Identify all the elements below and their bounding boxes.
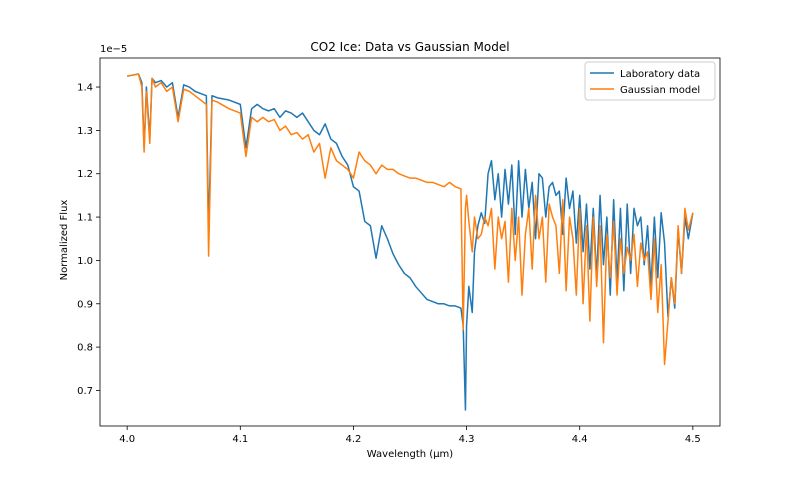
y-tick-label: 1.2 bbox=[77, 169, 93, 180]
x-tick-label: 4.0 bbox=[119, 434, 135, 445]
y-tick-label: 0.9 bbox=[77, 299, 93, 310]
x-tick-label: 4.4 bbox=[572, 434, 588, 445]
plot-area bbox=[99, 57, 721, 427]
x-tick-label: 4.2 bbox=[345, 434, 361, 445]
y-tick-label: 1.3 bbox=[77, 126, 93, 137]
y-tick-label: 1.0 bbox=[77, 256, 93, 267]
y-tick-label: 0.8 bbox=[77, 343, 93, 354]
legend-label-laboratory-data: Laboratory data bbox=[620, 69, 700, 80]
y-tick-label: 1.4 bbox=[77, 83, 93, 94]
x-axis-label: Wavelength (μm) bbox=[367, 449, 454, 460]
y-axis-label: Normalized Flux bbox=[59, 200, 70, 281]
legend-label-gaussian-model: Gaussian model bbox=[620, 85, 700, 96]
x-tick-label: 4.1 bbox=[232, 434, 248, 445]
x-tick-label: 4.3 bbox=[459, 434, 475, 445]
y-scale-label: 1e−5 bbox=[100, 44, 127, 55]
y-tick-label: 1.1 bbox=[77, 213, 93, 224]
axis-ticks: 4.0 4.1 4.2 4.3 4.4 4.5 0.7 0.8 0.9 1.0 1.1 1.2 1.3 1… bbox=[77, 83, 701, 445]
x-tick-label: 4.5 bbox=[685, 434, 701, 445]
series-line-laboratory-data bbox=[127, 73, 694, 411]
legend-frame bbox=[584, 61, 716, 101]
series-line-gaussian-model bbox=[127, 73, 694, 366]
legend: Laboratory data Gaussian model bbox=[584, 61, 716, 101]
chart-title: CO2 Ice: Data vs Gaussian Model bbox=[310, 40, 509, 54]
y-tick-label: 0.7 bbox=[77, 386, 93, 397]
axes-frame bbox=[99, 57, 721, 427]
